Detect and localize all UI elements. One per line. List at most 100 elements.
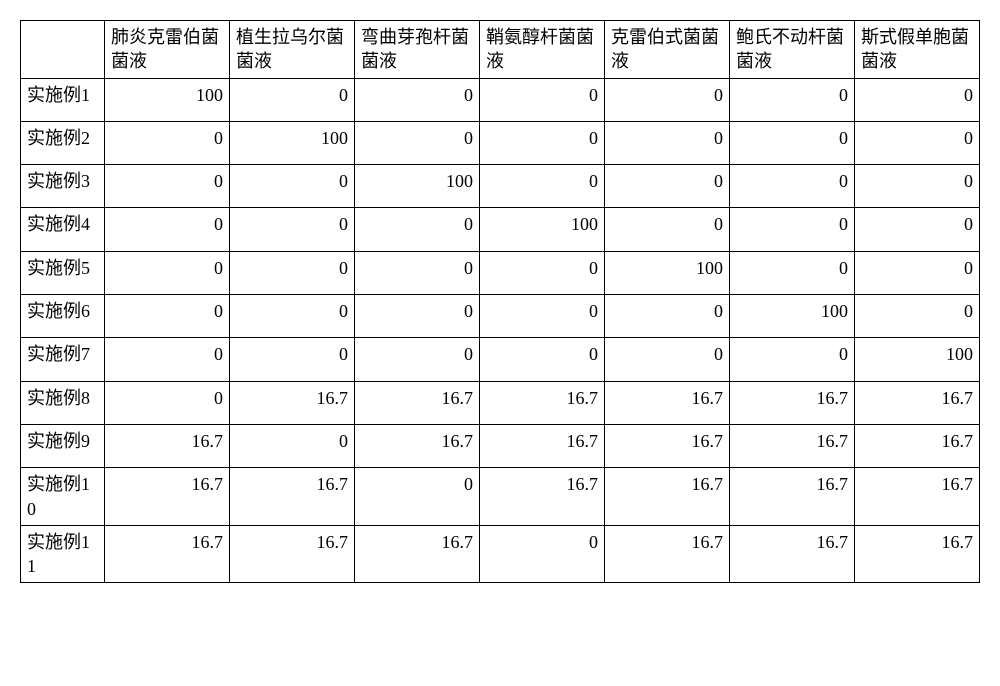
- data-cell: 16.7: [730, 525, 855, 583]
- data-cell: 0: [355, 208, 480, 251]
- data-cell: 100: [230, 121, 355, 164]
- data-cell: 0: [605, 208, 730, 251]
- data-cell: 0: [855, 208, 980, 251]
- data-cell: 100: [480, 208, 605, 251]
- data-cell: 0: [105, 295, 230, 338]
- data-cell: 100: [855, 338, 980, 381]
- data-cell: 16.7: [105, 525, 230, 583]
- table-row: 实施例1116.716.716.7016.716.716.7: [21, 525, 980, 583]
- data-cell: 0: [855, 165, 980, 208]
- row-header: 实施例9: [21, 424, 105, 467]
- table-row: 实施例3001000000: [21, 165, 980, 208]
- data-cell: 0: [480, 295, 605, 338]
- data-cell: 0: [855, 78, 980, 121]
- data-cell: 100: [355, 165, 480, 208]
- table-body: 实施例1100000000实施例2010000000实施例3001000000实…: [21, 78, 980, 583]
- data-cell: 0: [230, 165, 355, 208]
- col-header-6: 鲍氏不动杆菌菌液: [730, 21, 855, 79]
- data-cell: 16.7: [480, 424, 605, 467]
- data-cell: 0: [605, 165, 730, 208]
- row-header: 实施例4: [21, 208, 105, 251]
- data-cell: 0: [605, 295, 730, 338]
- data-cell: 0: [480, 78, 605, 121]
- data-cell: 16.7: [605, 424, 730, 467]
- data-cell: 0: [855, 295, 980, 338]
- table-row: 实施例1100000000: [21, 78, 980, 121]
- data-cell: 0: [105, 121, 230, 164]
- data-table: 肺炎克雷伯菌菌液 植生拉乌尔菌菌液 弯曲芽孢杆菌菌液 鞘氨醇杆菌菌液 克雷伯式菌…: [20, 20, 980, 583]
- data-cell: 0: [480, 251, 605, 294]
- data-cell: 16.7: [730, 424, 855, 467]
- data-cell: 0: [355, 121, 480, 164]
- data-cell: 16.7: [605, 468, 730, 526]
- table-row: 实施例5000010000: [21, 251, 980, 294]
- row-header: 实施例11: [21, 525, 105, 583]
- data-cell: 16.7: [855, 468, 980, 526]
- data-cell: 16.7: [355, 424, 480, 467]
- row-header: 实施例5: [21, 251, 105, 294]
- data-cell: 0: [480, 165, 605, 208]
- data-cell: 16.7: [355, 381, 480, 424]
- data-cell: 16.7: [105, 424, 230, 467]
- data-cell: 0: [730, 165, 855, 208]
- col-header-7: 斯式假单胞菌菌液: [855, 21, 980, 79]
- data-cell: 100: [105, 78, 230, 121]
- table-row: 实施例2010000000: [21, 121, 980, 164]
- row-header: 实施例6: [21, 295, 105, 338]
- data-cell: 16.7: [480, 468, 605, 526]
- table-row: 实施例1016.716.7016.716.716.716.7: [21, 468, 980, 526]
- col-header-blank: [21, 21, 105, 79]
- data-cell: 16.7: [855, 424, 980, 467]
- data-cell: 0: [355, 78, 480, 121]
- row-header: 实施例2: [21, 121, 105, 164]
- data-cell: 0: [605, 338, 730, 381]
- data-cell: 16.7: [230, 468, 355, 526]
- data-cell: 0: [480, 121, 605, 164]
- row-header: 实施例1: [21, 78, 105, 121]
- data-cell: 0: [480, 525, 605, 583]
- data-cell: 0: [355, 338, 480, 381]
- col-header-5: 克雷伯式菌菌液: [605, 21, 730, 79]
- data-cell: 16.7: [355, 525, 480, 583]
- data-cell: 16.7: [230, 525, 355, 583]
- data-cell: 16.7: [230, 381, 355, 424]
- table-row: 实施例8016.716.716.716.716.716.7: [21, 381, 980, 424]
- data-cell: 0: [730, 208, 855, 251]
- row-header: 实施例7: [21, 338, 105, 381]
- data-cell: 0: [230, 251, 355, 294]
- data-cell: 0: [355, 251, 480, 294]
- data-cell: 0: [355, 295, 480, 338]
- data-cell: 0: [730, 338, 855, 381]
- data-cell: 0: [230, 424, 355, 467]
- data-cell: 0: [855, 121, 980, 164]
- data-cell: 0: [730, 121, 855, 164]
- data-cell: 0: [105, 165, 230, 208]
- table-row: 实施例7000000100: [21, 338, 980, 381]
- data-cell: 16.7: [480, 381, 605, 424]
- row-header: 实施例8: [21, 381, 105, 424]
- data-cell: 16.7: [730, 468, 855, 526]
- data-cell: 0: [730, 78, 855, 121]
- data-cell: 0: [105, 251, 230, 294]
- row-header: 实施例3: [21, 165, 105, 208]
- data-cell: 0: [480, 338, 605, 381]
- table-header-row: 肺炎克雷伯菌菌液 植生拉乌尔菌菌液 弯曲芽孢杆菌菌液 鞘氨醇杆菌菌液 克雷伯式菌…: [21, 21, 980, 79]
- data-cell: 16.7: [605, 381, 730, 424]
- col-header-1: 肺炎克雷伯菌菌液: [105, 21, 230, 79]
- data-cell: 16.7: [730, 381, 855, 424]
- data-cell: 16.7: [605, 525, 730, 583]
- col-header-2: 植生拉乌尔菌菌液: [230, 21, 355, 79]
- data-cell: 0: [855, 251, 980, 294]
- col-header-3: 弯曲芽孢杆菌菌液: [355, 21, 480, 79]
- data-cell: 100: [730, 295, 855, 338]
- data-cell: 0: [605, 78, 730, 121]
- data-cell: 0: [230, 295, 355, 338]
- data-cell: 0: [105, 338, 230, 381]
- data-cell: 0: [105, 208, 230, 251]
- data-cell: 0: [355, 468, 480, 526]
- data-cell: 16.7: [105, 468, 230, 526]
- row-header: 实施例10: [21, 468, 105, 526]
- table-row: 实施例916.7016.716.716.716.716.7: [21, 424, 980, 467]
- table-row: 实施例6000001000: [21, 295, 980, 338]
- data-cell: 16.7: [855, 525, 980, 583]
